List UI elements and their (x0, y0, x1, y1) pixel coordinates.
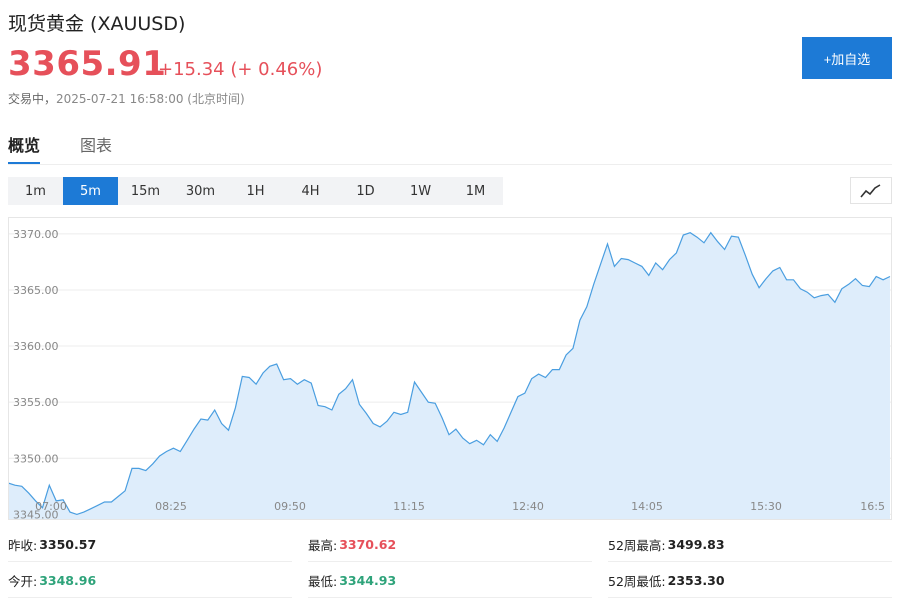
y-tick-label: 3355.00 (13, 396, 59, 409)
instrument-title: 现货黄金 (XAUUSD) (8, 13, 186, 35)
tab-chart[interactable]: 图表 (80, 136, 113, 155)
x-tick-label: 16:5 (860, 500, 885, 513)
x-tick-label: 12:40 (512, 500, 544, 513)
stat-52w-low: 52周最低: 2353.30 (608, 564, 892, 598)
x-tick-label: 09:50 (274, 500, 306, 513)
stat-label: 52周最低: (608, 574, 666, 589)
status-text: 交易中， (8, 92, 57, 106)
stat-value: 3350.57 (39, 537, 97, 552)
price-area (8, 232, 890, 520)
x-tick-label: 15:30 (750, 500, 782, 513)
stat-value: 3344.93 (339, 573, 397, 588)
price-chart[interactable]: 3345.00 3350.00 3355.00 3360.00 3365.00 3370.… (8, 217, 892, 520)
stat-value: 3370.62 (339, 537, 397, 552)
add-to-watchlist-button[interactable]: +加自选 (802, 37, 892, 79)
interval-1h[interactable]: 1H (246, 183, 265, 199)
interval-1w[interactable]: 1W (409, 183, 432, 199)
trading-status: 交易中，2025-07-21 16:58:00 (北京时间) (8, 90, 245, 107)
stat-open: 今开: 3348.96 (8, 564, 292, 598)
x-tick-label: 07:00 (35, 500, 67, 513)
stat-label: 今开: (8, 574, 38, 589)
x-tick-label: 14:05 (631, 500, 663, 513)
stat-label: 最高: (308, 538, 338, 553)
chart-type-toggle[interactable] (850, 177, 892, 204)
y-tick-label: 3370.00 (13, 228, 59, 241)
x-tick-label: 11:15 (393, 500, 425, 513)
interval-15m[interactable]: 15m (130, 183, 161, 199)
stat-high: 最高: 3370.62 (308, 528, 592, 562)
y-tick-label: 3360.00 (13, 340, 59, 353)
stat-52w-high: 52周最高: 3499.83 (608, 528, 892, 562)
interval-1mo[interactable]: 1M (465, 183, 486, 199)
stat-value: 2353.30 (667, 573, 725, 588)
interval-5m[interactable]: 5m (63, 177, 118, 205)
y-tick-label: 3365.00 (13, 284, 59, 297)
quote-time: 2025-07-21 16:58:00 (北京时间) (56, 92, 245, 106)
stat-label: 昨收: (8, 538, 38, 553)
y-tick-label: 3350.00 (13, 452, 59, 465)
y-tick-label: 3345.00 (13, 508, 59, 520)
interval-selector: 1m 5m 15m 30m 1H 4H 1D 1W 1M (8, 177, 503, 205)
x-tick-label: 08:25 (155, 500, 187, 513)
price-change: +15.34 (+ 0.46%) (158, 59, 323, 80)
stat-value: 3499.83 (667, 537, 725, 552)
interval-1m[interactable]: 1m (25, 183, 46, 199)
stat-label: 52周最高: (608, 538, 666, 553)
stat-prev-close: 昨收: 3350.57 (8, 528, 292, 562)
stat-value: 3348.96 (39, 573, 97, 588)
interval-30m[interactable]: 30m (185, 183, 216, 199)
stat-label: 最低: (308, 574, 338, 589)
price-line (8, 231, 891, 516)
current-price: 3365.91 (8, 44, 167, 84)
stat-low: 最低: 3344.93 (308, 564, 592, 598)
chart-frame (8, 217, 892, 520)
view-tabs: 概览 图表 (8, 128, 892, 165)
tab-overview[interactable]: 概览 (8, 132, 41, 164)
interval-4h[interactable]: 4H (301, 183, 320, 199)
line-chart-icon (860, 183, 881, 198)
interval-1d[interactable]: 1D (356, 183, 375, 199)
